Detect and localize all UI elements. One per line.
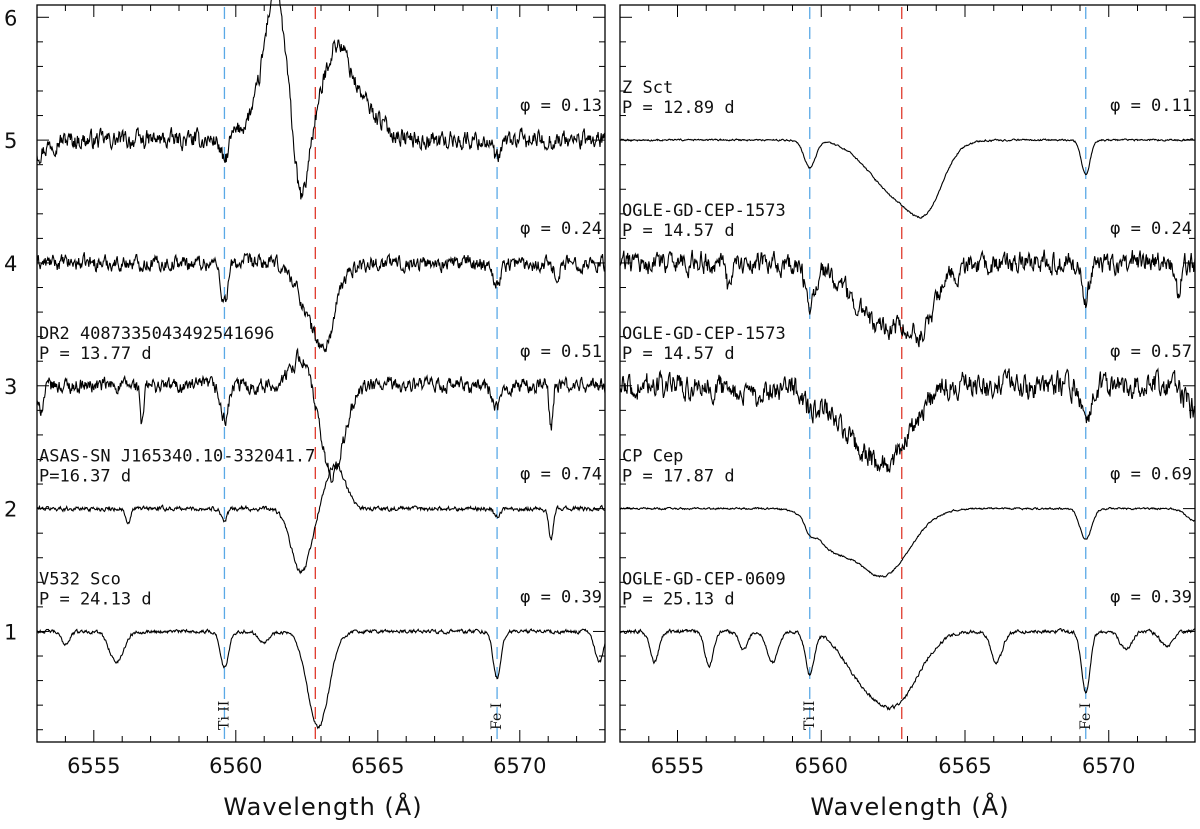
x-tick-label: 6560 [209,754,262,778]
spectrum-series [619,367,1196,473]
x-tick-label: 6565 [938,754,991,778]
left-panel: 6555 6560 6565 6570 1 2 3 4 5 6 Ti II Fe I φ = 0.13 φ… [4,0,606,778]
star-name-label: OGLE-GD-CEP-1573 [622,201,786,221]
spectrum-series [619,249,1196,348]
period-label: P = 24.13 d [39,589,152,609]
y-tick-label: 1 [4,620,17,644]
period-label: P = 17.87 d [622,467,735,487]
spectrum-series [36,463,606,575]
star-name-label: Z Sct [622,78,673,98]
x-tick-label: 6560 [795,754,848,778]
x-tick-label: 6555 [651,754,704,778]
phase-label: φ = 0.24 [520,219,602,239]
y-tick-label: 2 [4,498,17,522]
x-tick-label: 6565 [351,754,404,778]
phase-label: φ = 0.57 [1110,342,1192,362]
star-name-label: ASAS-SN J165340.10-332041.7 [39,447,315,467]
period-label: P = 12.89 d [622,98,735,118]
x-tick-label: 6570 [1082,754,1135,778]
spectrum-series [619,506,1196,578]
y-tick-label: 4 [4,252,17,276]
period-label: P = 14.57 d [622,221,735,241]
y-tick-label: 6 [4,6,17,30]
phase-label: φ = 0.39 [520,587,602,607]
period-label: P=16.37 d [39,467,131,487]
phase-label: φ = 0.69 [1110,465,1192,485]
period-label: P = 14.57 d [622,344,735,364]
star-name-label: CP Cep [622,447,683,467]
x-tick-label: 6555 [67,754,120,778]
line-id-label: Fe I [489,703,505,730]
phase-label: φ = 0.24 [1110,219,1192,239]
x-axis-label-right: Wavelength (Å) [810,792,1009,821]
star-name-label: OGLE-GD-CEP-0609 [622,569,786,589]
spectrum-series [36,252,606,353]
x-tick-label: 6570 [493,754,546,778]
spectrum-series [619,138,1195,219]
phase-label: φ = 0.39 [1110,587,1192,607]
spectrum-series [36,628,606,730]
x-axis-label-left: Wavelength (Å) [223,792,422,821]
y-tick-label: 3 [4,375,17,399]
line-id-label: Ti II [802,701,818,730]
phase-label: φ = 0.11 [1110,96,1192,116]
spectrum-series [619,627,1196,711]
period-label: P = 13.77 d [39,344,152,364]
phase-label: φ = 0.13 [520,96,602,116]
star-name-label: DR2 4087335043492541696 [39,324,274,344]
star-name-label: V532 Sco [39,569,121,589]
star-name-label: OGLE-GD-CEP-1573 [622,324,786,344]
line-id-label: Fe I [1078,703,1094,730]
line-id-label: Ti II [216,701,232,730]
spectrum-series [36,0,606,200]
spectrum-series [36,347,606,483]
period-label: P = 25.13 d [622,589,735,609]
phase-label: φ = 0.74 [520,465,602,485]
y-tick-label: 5 [4,129,17,153]
phase-label: φ = 0.51 [520,342,602,362]
